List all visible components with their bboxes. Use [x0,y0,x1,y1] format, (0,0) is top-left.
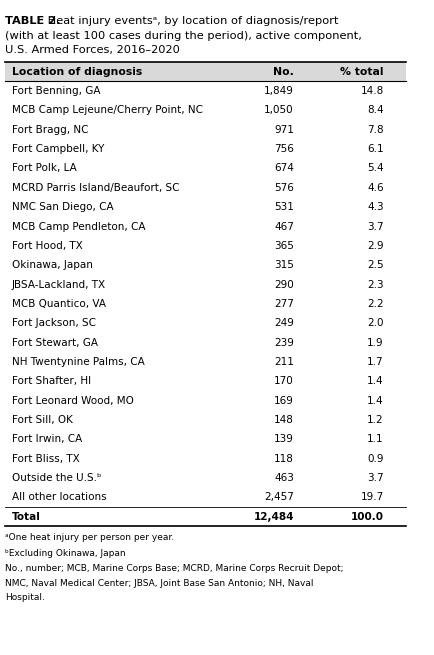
Text: 531: 531 [273,202,293,212]
Text: 3.7: 3.7 [366,473,383,483]
Text: Fort Bliss, TX: Fort Bliss, TX [12,454,79,464]
Text: Fort Shafter, HI: Fort Shafter, HI [12,377,91,386]
Text: Fort Benning, GA: Fort Benning, GA [12,86,100,96]
Text: No.: No. [273,67,293,77]
Text: 249: 249 [273,318,293,328]
Text: TABLE 2.: TABLE 2. [6,16,61,26]
Text: JBSA-Lackland, TX: JBSA-Lackland, TX [12,280,105,290]
Text: 576: 576 [273,183,293,193]
Text: No., number; MCB, Marine Corps Base; MCRD, Marine Corps Recruit Depot;: No., number; MCB, Marine Corps Base; MCR… [6,564,343,573]
Text: NMC, Naval Medical Center; JBSA, Joint Base San Antonio; NH, Naval: NMC, Naval Medical Center; JBSA, Joint B… [6,578,313,588]
Text: 118: 118 [273,454,293,464]
Text: 1,849: 1,849 [263,86,293,96]
Text: 4.3: 4.3 [366,202,383,212]
Text: 12,484: 12,484 [253,512,293,522]
Text: Hospital.: Hospital. [6,593,45,602]
Text: 971: 971 [273,124,293,135]
Text: 3.7: 3.7 [366,221,383,231]
Text: 19.7: 19.7 [360,493,383,502]
Text: Fort Sill, OK: Fort Sill, OK [12,415,72,425]
Text: 1.7: 1.7 [366,357,383,367]
Text: Fort Campbell, KY: Fort Campbell, KY [12,144,104,154]
Text: 169: 169 [273,396,293,405]
Text: MCB Camp Pendleton, CA: MCB Camp Pendleton, CA [12,221,145,231]
Text: 7.8: 7.8 [366,124,383,135]
Text: 239: 239 [273,337,293,348]
Text: Location of diagnosis: Location of diagnosis [12,67,141,77]
Text: 2.5: 2.5 [366,260,383,271]
Text: 1.4: 1.4 [366,377,383,386]
Text: 14.8: 14.8 [360,86,383,96]
Text: MCB Camp Lejeune/Cherry Point, NC: MCB Camp Lejeune/Cherry Point, NC [12,105,202,115]
Text: MCB Quantico, VA: MCB Quantico, VA [12,299,105,309]
Text: ᵇExcluding Okinawa, Japan: ᵇExcluding Okinawa, Japan [6,549,126,557]
Text: Fort Jackson, SC: Fort Jackson, SC [12,318,95,328]
Text: 1.1: 1.1 [366,434,383,444]
Text: 277: 277 [273,299,293,309]
Text: 211: 211 [273,357,293,367]
Text: 2,457: 2,457 [263,493,293,502]
Text: (with at least 100 cases during the period), active component,: (with at least 100 cases during the peri… [6,31,362,41]
Text: 1.2: 1.2 [366,415,383,425]
Text: 4.6: 4.6 [366,183,383,193]
Text: Fort Stewart, GA: Fort Stewart, GA [12,337,97,348]
Text: % total: % total [340,67,383,77]
Text: Fort Bragg, NC: Fort Bragg, NC [12,124,88,135]
Text: 2.0: 2.0 [367,318,383,328]
Text: Okinawa, Japan: Okinawa, Japan [12,260,92,271]
Text: Outside the U.S.ᵇ: Outside the U.S.ᵇ [12,473,101,483]
Text: Heat injury eventsᵃ, by location of diagnosis/report: Heat injury eventsᵃ, by location of diag… [44,16,338,26]
Text: 290: 290 [273,280,293,290]
Text: ᵃOne heat injury per person per year.: ᵃOne heat injury per person per year. [6,533,174,542]
Text: 2.3: 2.3 [366,280,383,290]
Text: 0.9: 0.9 [367,454,383,464]
Text: 467: 467 [273,221,293,231]
Text: Fort Polk, LA: Fort Polk, LA [12,164,76,174]
Text: 139: 139 [273,434,293,444]
Text: All other locations: All other locations [12,493,106,502]
Text: MCRD Parris Island/Beaufort, SC: MCRD Parris Island/Beaufort, SC [12,183,179,193]
Text: Fort Hood, TX: Fort Hood, TX [12,241,82,251]
Text: 170: 170 [273,377,293,386]
Text: Fort Leonard Wood, MO: Fort Leonard Wood, MO [12,396,133,405]
Text: 1.9: 1.9 [366,337,383,348]
Text: 8.4: 8.4 [366,105,383,115]
Text: 1.4: 1.4 [366,396,383,405]
Text: 2.9: 2.9 [366,241,383,251]
Text: 100.0: 100.0 [350,512,383,522]
Text: 315: 315 [273,260,293,271]
Text: 148: 148 [273,415,293,425]
Text: 2.2: 2.2 [366,299,383,309]
Text: 1,050: 1,050 [264,105,293,115]
Text: 365: 365 [273,241,293,251]
Text: NMC San Diego, CA: NMC San Diego, CA [12,202,113,212]
Text: Fort Irwin, CA: Fort Irwin, CA [12,434,82,444]
Text: 6.1: 6.1 [366,144,383,154]
FancyBboxPatch shape [6,62,405,81]
Text: U.S. Armed Forces, 2016–2020: U.S. Armed Forces, 2016–2020 [6,45,180,55]
Text: 674: 674 [273,164,293,174]
Text: 463: 463 [273,473,293,483]
Text: 5.4: 5.4 [366,164,383,174]
Text: 756: 756 [273,144,293,154]
Text: NH Twentynine Palms, CA: NH Twentynine Palms, CA [12,357,144,367]
Text: Total: Total [12,512,40,522]
